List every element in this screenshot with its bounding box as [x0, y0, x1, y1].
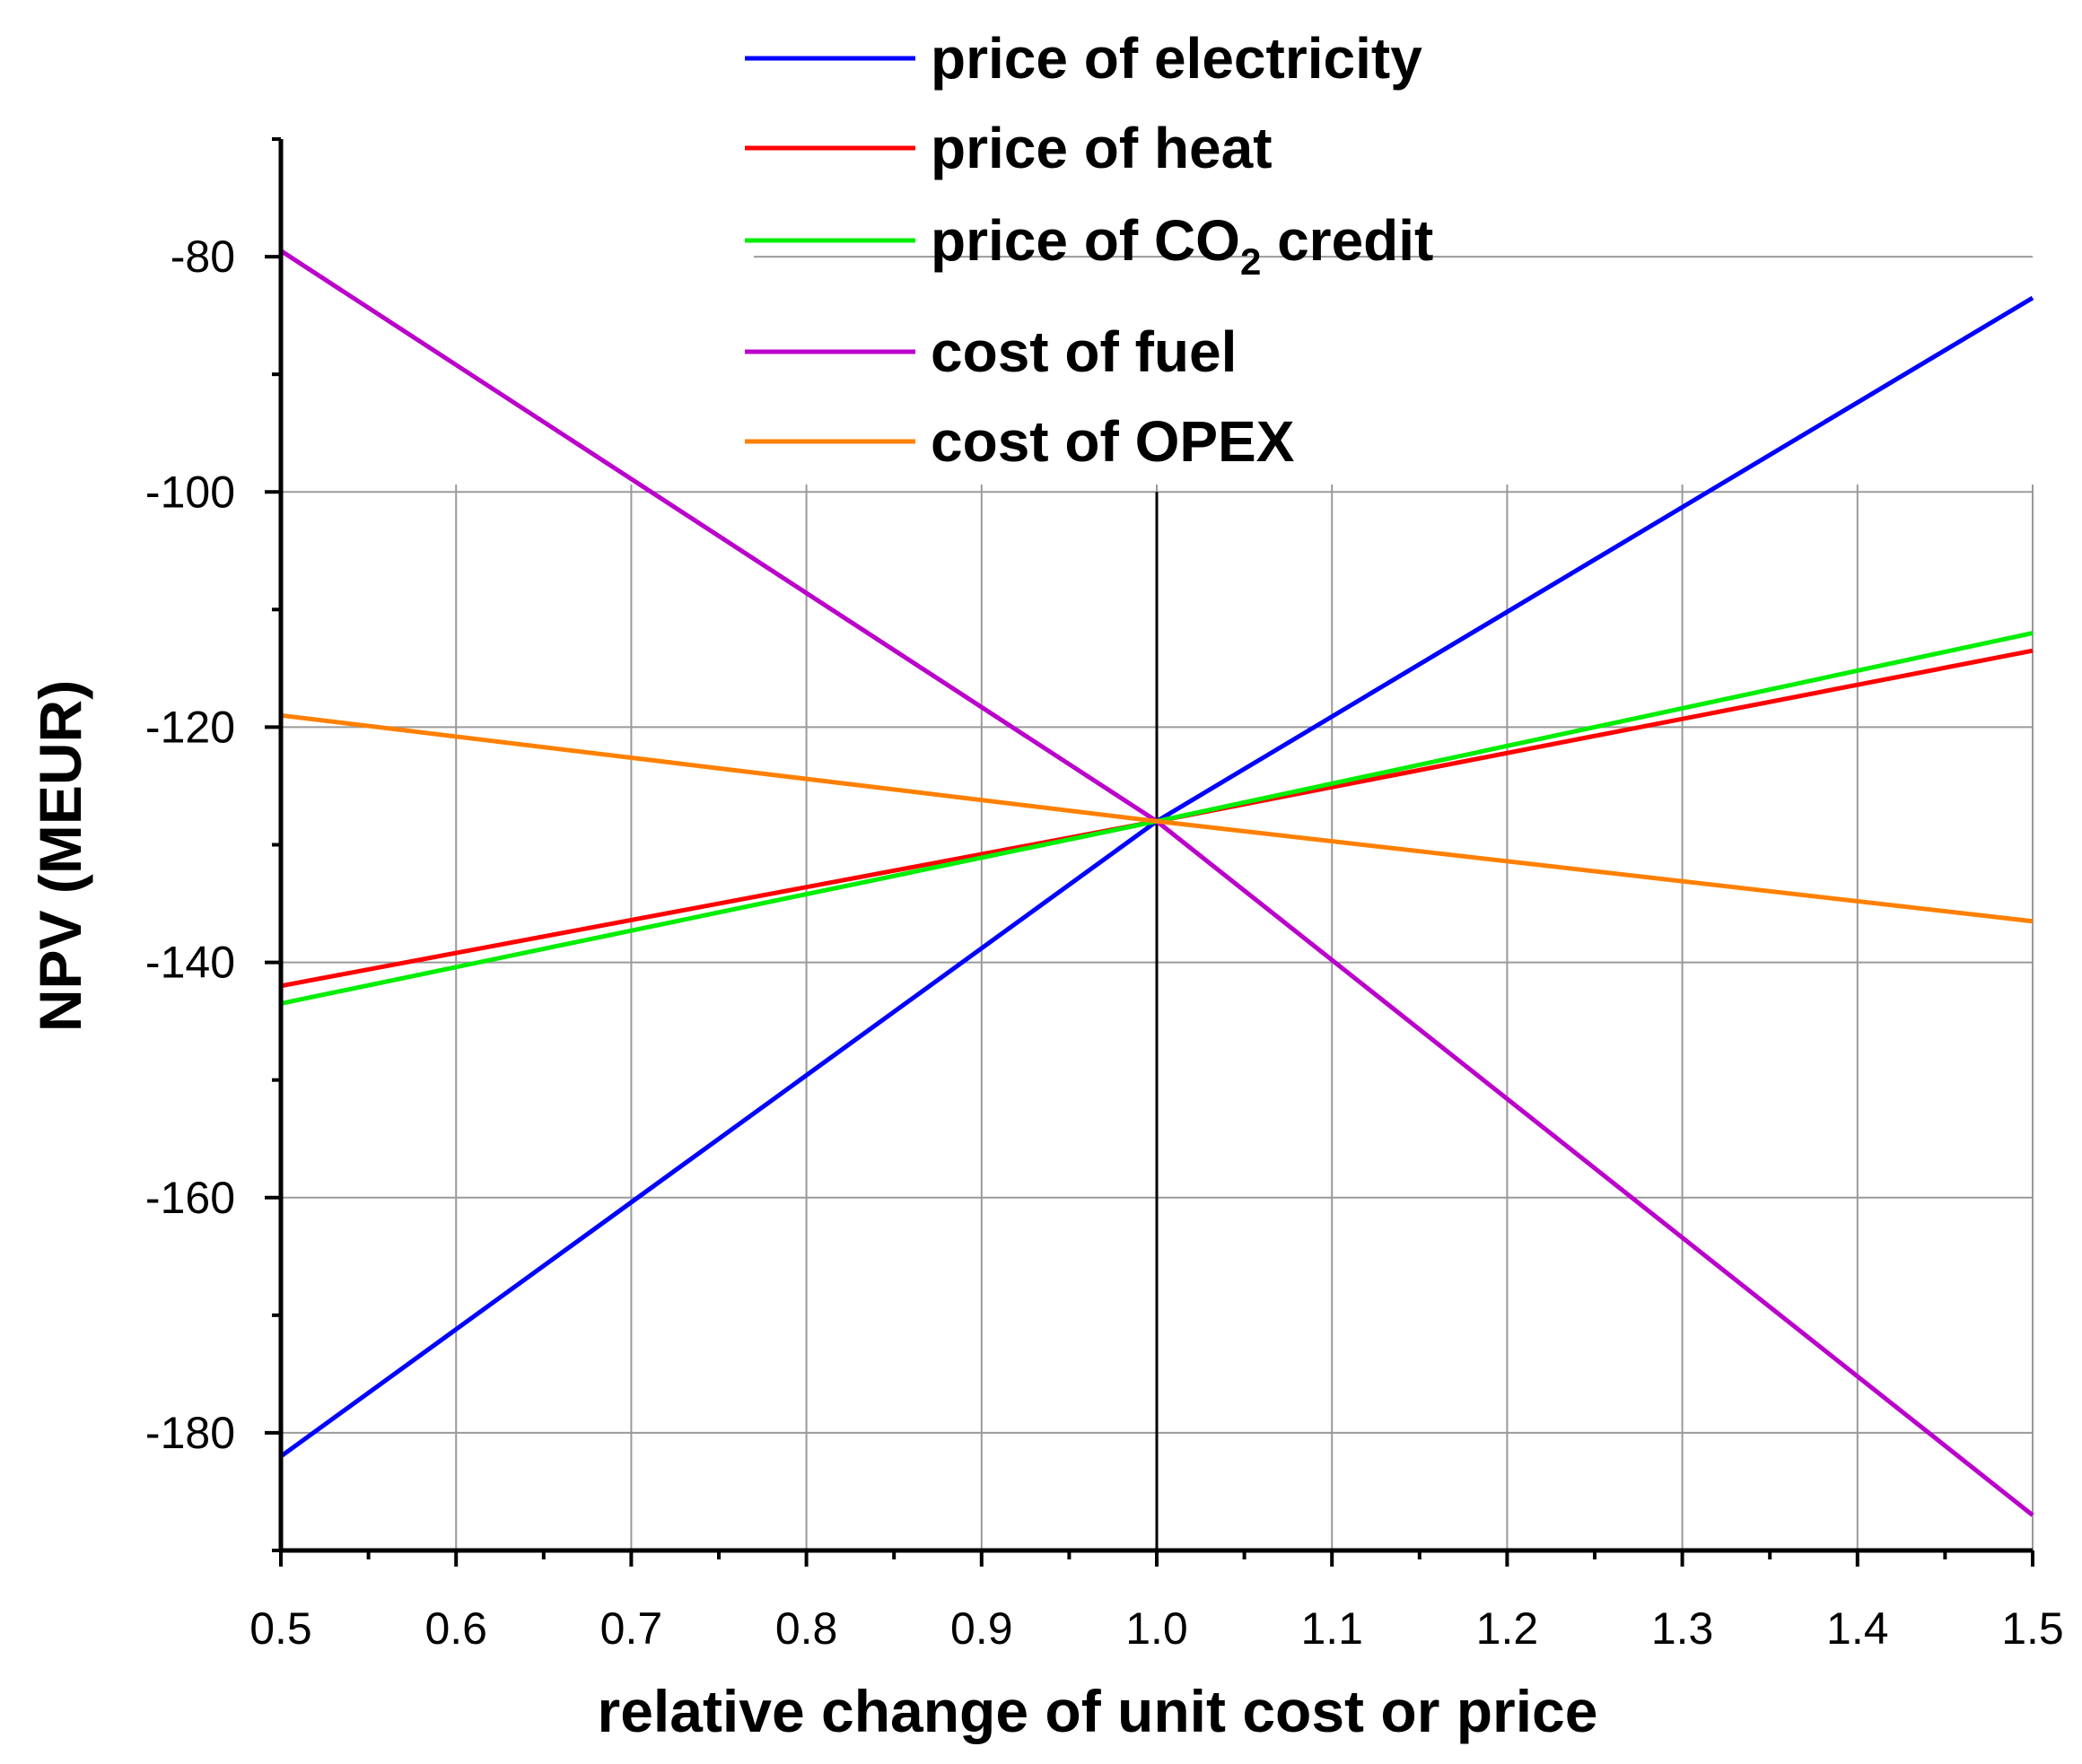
x-tick-label: 0.7	[600, 1603, 663, 1654]
x-tick-label: 1.4	[1826, 1603, 1889, 1654]
x-tick-label: 1.1	[1300, 1603, 1363, 1654]
y-axis-title: NPV (MEUR)	[27, 680, 93, 1032]
x-tick-label: 1.0	[1125, 1603, 1188, 1654]
y-tick-label: -80	[171, 231, 235, 282]
y-tick-labels: -180 -160 -140 -120 -100 -80	[145, 231, 235, 1458]
axes	[265, 137, 2034, 1567]
x-tick-label: 0.8	[775, 1603, 838, 1654]
series-line-cost-of-opex	[280, 712, 2034, 924]
y-tick-label: -160	[145, 1173, 235, 1223]
x-tick-label: 1.2	[1476, 1603, 1539, 1654]
series-lines	[279, 249, 2034, 1517]
y-tick-label: -140	[145, 938, 235, 988]
y-tick-label: -180	[145, 1408, 235, 1458]
x-tick-label: 0.6	[424, 1603, 487, 1654]
y-tick-label: -120	[145, 702, 235, 752]
legend-label-price-of-electricity: price of electricity	[931, 26, 1422, 91]
legend-label-cost-of-opex: cost of OPEX	[931, 409, 1295, 474]
legend-label-cost-of-fuel: cost of fuel	[931, 319, 1237, 384]
x-tick-label: 0.9	[950, 1603, 1013, 1654]
x-tick-labels: 0.5 0.6 0.7 0.8 0.9 1.0 1.1 1.2 1.3 1.4 1.5	[249, 1603, 2064, 1654]
x-tick-label: 1.5	[2001, 1603, 2064, 1654]
x-tick-label: 0.5	[249, 1603, 312, 1654]
x-axis-title: relative change of unit cost or price	[598, 1678, 1598, 1744]
y-tick-label: -100	[145, 467, 235, 517]
legend-label-price-of-co2-credit: price of CO2 credit	[931, 208, 1433, 283]
x-tick-label: 1.3	[1651, 1603, 1714, 1654]
legend: price of electricity price of heat price o…	[745, 26, 1433, 474]
legend-label-price-of-heat: price of heat	[931, 116, 1273, 180]
